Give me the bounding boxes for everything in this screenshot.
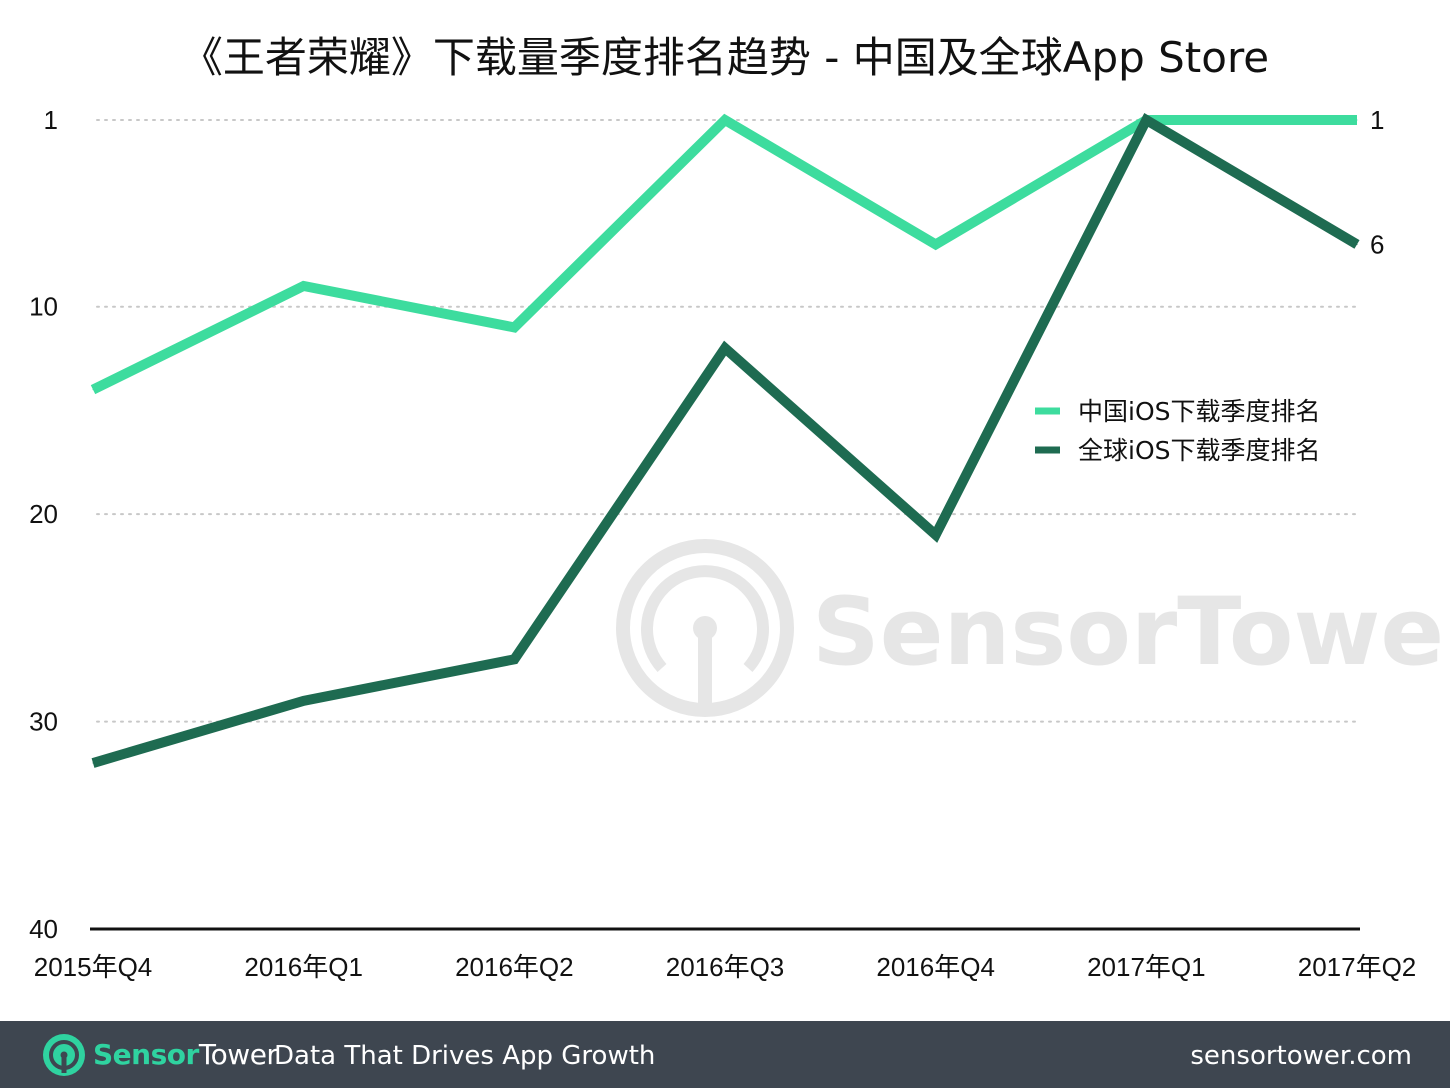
data-point bbox=[724, 347, 726, 349]
footer-brand: SensorTower bbox=[93, 1037, 278, 1073]
x-tick-label: 2017年Q1 bbox=[1087, 952, 1206, 982]
line-chart: SensorTower 1 10 20 30 40 2015年Q4 2016年Q1 2016年… bbox=[29, 105, 1450, 982]
sensortower-watermark-icon bbox=[616, 539, 794, 717]
footer-bar: SensorTower Data That Drives App Growth … bbox=[0, 1021, 1450, 1088]
x-tick-label: 2016年Q3 bbox=[666, 952, 785, 982]
data-point bbox=[92, 389, 94, 391]
data-point bbox=[303, 700, 305, 702]
data-point bbox=[513, 658, 515, 660]
x-tick-label: 2017年Q2 bbox=[1298, 952, 1417, 982]
legend-label: 全球iOS下载季度排名 bbox=[1078, 436, 1321, 465]
y-tick-label: 10 bbox=[29, 292, 58, 322]
watermark: SensorTower bbox=[616, 539, 1450, 717]
x-tick-label: 2016年Q1 bbox=[244, 952, 363, 982]
y-tick-label: 20 bbox=[29, 499, 58, 529]
y-tick-label: 40 bbox=[29, 914, 58, 944]
footer-url[interactable]: sensortower.com bbox=[1190, 1041, 1412, 1071]
y-tick-label: 1 bbox=[44, 105, 58, 135]
end-value-label: 1 bbox=[1370, 105, 1384, 135]
data-point bbox=[513, 326, 515, 328]
footer-brand-tower: Tower bbox=[198, 1038, 278, 1071]
data-point bbox=[935, 534, 937, 536]
chart-title: 《王者荣耀》下载量季度排名趋势 - 中国及全球App Store bbox=[180, 33, 1270, 82]
end-value-label: 6 bbox=[1370, 229, 1384, 259]
footer-brand-sensor: Sensor bbox=[93, 1038, 199, 1071]
data-point bbox=[1356, 119, 1358, 121]
data-point bbox=[1356, 243, 1358, 245]
data-point bbox=[935, 243, 937, 245]
data-point bbox=[92, 762, 94, 764]
data-point bbox=[303, 285, 305, 287]
legend-label: 中国iOS下载季度排名 bbox=[1078, 397, 1321, 426]
x-tick-label: 2016年Q4 bbox=[876, 952, 995, 982]
x-tick-label: 2015年Q4 bbox=[34, 952, 153, 982]
data-point bbox=[1145, 119, 1147, 121]
x-tick-label: 2016年Q2 bbox=[455, 952, 574, 982]
y-tick-label: 30 bbox=[29, 707, 58, 737]
footer-tagline: Data That Drives App Growth bbox=[274, 1041, 656, 1071]
data-point bbox=[724, 119, 726, 121]
sensortower-logo-icon bbox=[43, 1034, 85, 1076]
watermark-text: SensorTower bbox=[812, 578, 1450, 687]
